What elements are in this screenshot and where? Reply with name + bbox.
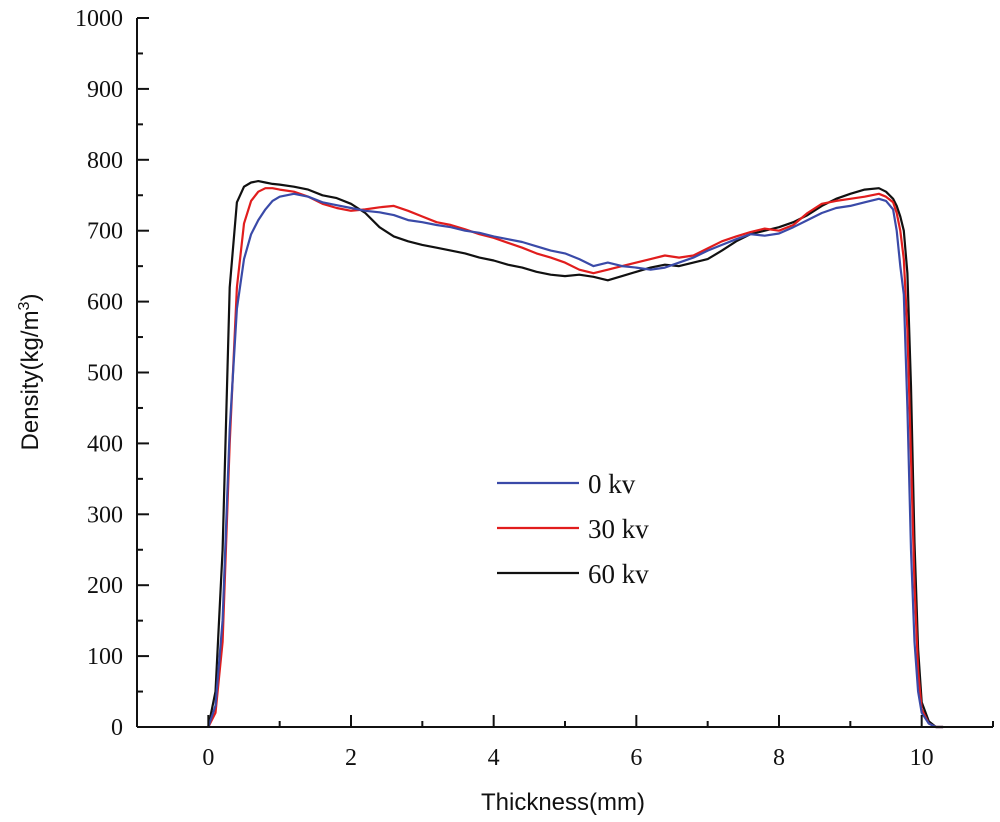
y-tick-label: 400 (87, 431, 123, 457)
axes (136, 18, 993, 728)
series-line-60-kv (207, 180, 944, 729)
y-tick-label: 100 (87, 644, 123, 670)
y-tick-label: 700 (87, 219, 123, 245)
y-axis-title-superscript: 3 (16, 301, 33, 310)
legend-label: 0 kv (588, 469, 636, 499)
tick-labels: 0 100 200 300 400 500 600 700 800 900 1000 0 2 4 6 8 10 (75, 6, 934, 771)
series-line-0-kv (207, 192, 944, 729)
y-axis-title-base: Density(kg/m (17, 310, 44, 450)
series-line-30-kv (207, 187, 944, 729)
x-tick-label: 6 (630, 745, 642, 771)
y-tick-label: 500 (87, 361, 123, 387)
x-tick-label: 10 (910, 745, 934, 771)
y-tick-label: 1000 (75, 6, 123, 32)
y-tick-label: 600 (87, 290, 123, 316)
legend-label: 30 kv (588, 514, 649, 544)
y-tick-label: 0 (111, 715, 123, 741)
y-tick-label: 200 (87, 573, 123, 599)
y-axis-title-close: ) (17, 294, 44, 302)
x-tick-label: 2 (345, 745, 357, 771)
y-tick-label: 300 (87, 502, 123, 528)
ticks (136, 17, 994, 728)
x-tick-label: 0 (202, 745, 214, 771)
legend-label: 60 kv (588, 559, 649, 589)
legend: 0 kv 30 kv 60 kv (497, 469, 649, 589)
x-axis-title: Thickness(mm) (481, 789, 645, 816)
y-axis-title: Density(kg/m3) (16, 294, 44, 451)
y-tick-label: 900 (87, 77, 123, 103)
y-tick-label: 800 (87, 148, 123, 174)
x-tick-label: 4 (488, 745, 500, 771)
series-layer (207, 180, 944, 729)
x-tick-label: 8 (773, 745, 785, 771)
